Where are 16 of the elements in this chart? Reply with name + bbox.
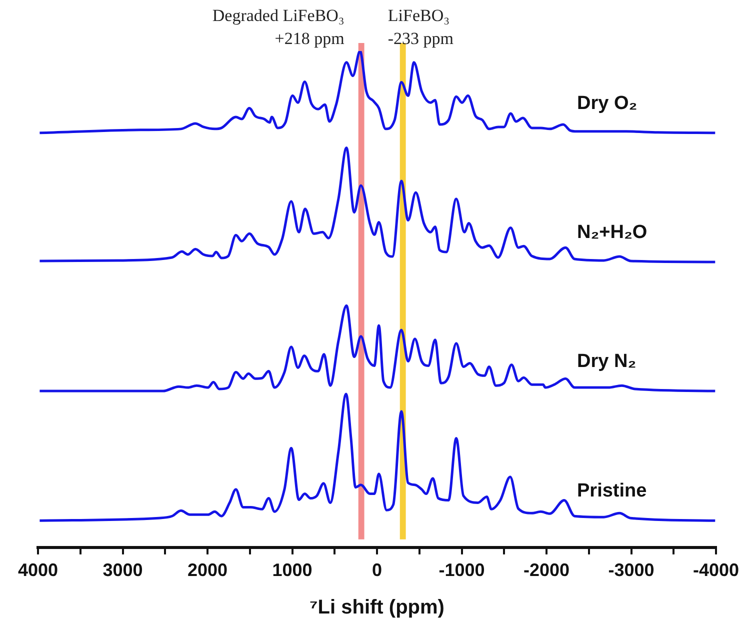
series-label: Dry N₂	[577, 351, 636, 372]
series-label: Pristine	[577, 480, 647, 502]
x-tick-label: -1000	[438, 560, 485, 580]
series-label: N₂+H₂O	[577, 222, 648, 243]
x-tick-label: 3000	[102, 560, 143, 580]
x-tick-label: -4000	[692, 560, 740, 580]
series-label: Dry O₂	[577, 92, 638, 114]
x-tick-label: 2000	[187, 560, 228, 580]
x-axis-title: ⁷Li shift (ppm)	[310, 596, 444, 619]
band-label: LiFeBO₃ -233 ppm	[388, 6, 454, 48]
x-tick-label: 0	[372, 560, 382, 580]
x-tick-label: 4000	[18, 560, 58, 580]
x-tick-label: -2000	[523, 560, 570, 580]
x-tick-label: 1000	[272, 560, 312, 580]
x-tick-label: -3000	[608, 560, 654, 580]
band-label: Degraded LiFeBO₃ +218 ppm	[212, 6, 344, 48]
